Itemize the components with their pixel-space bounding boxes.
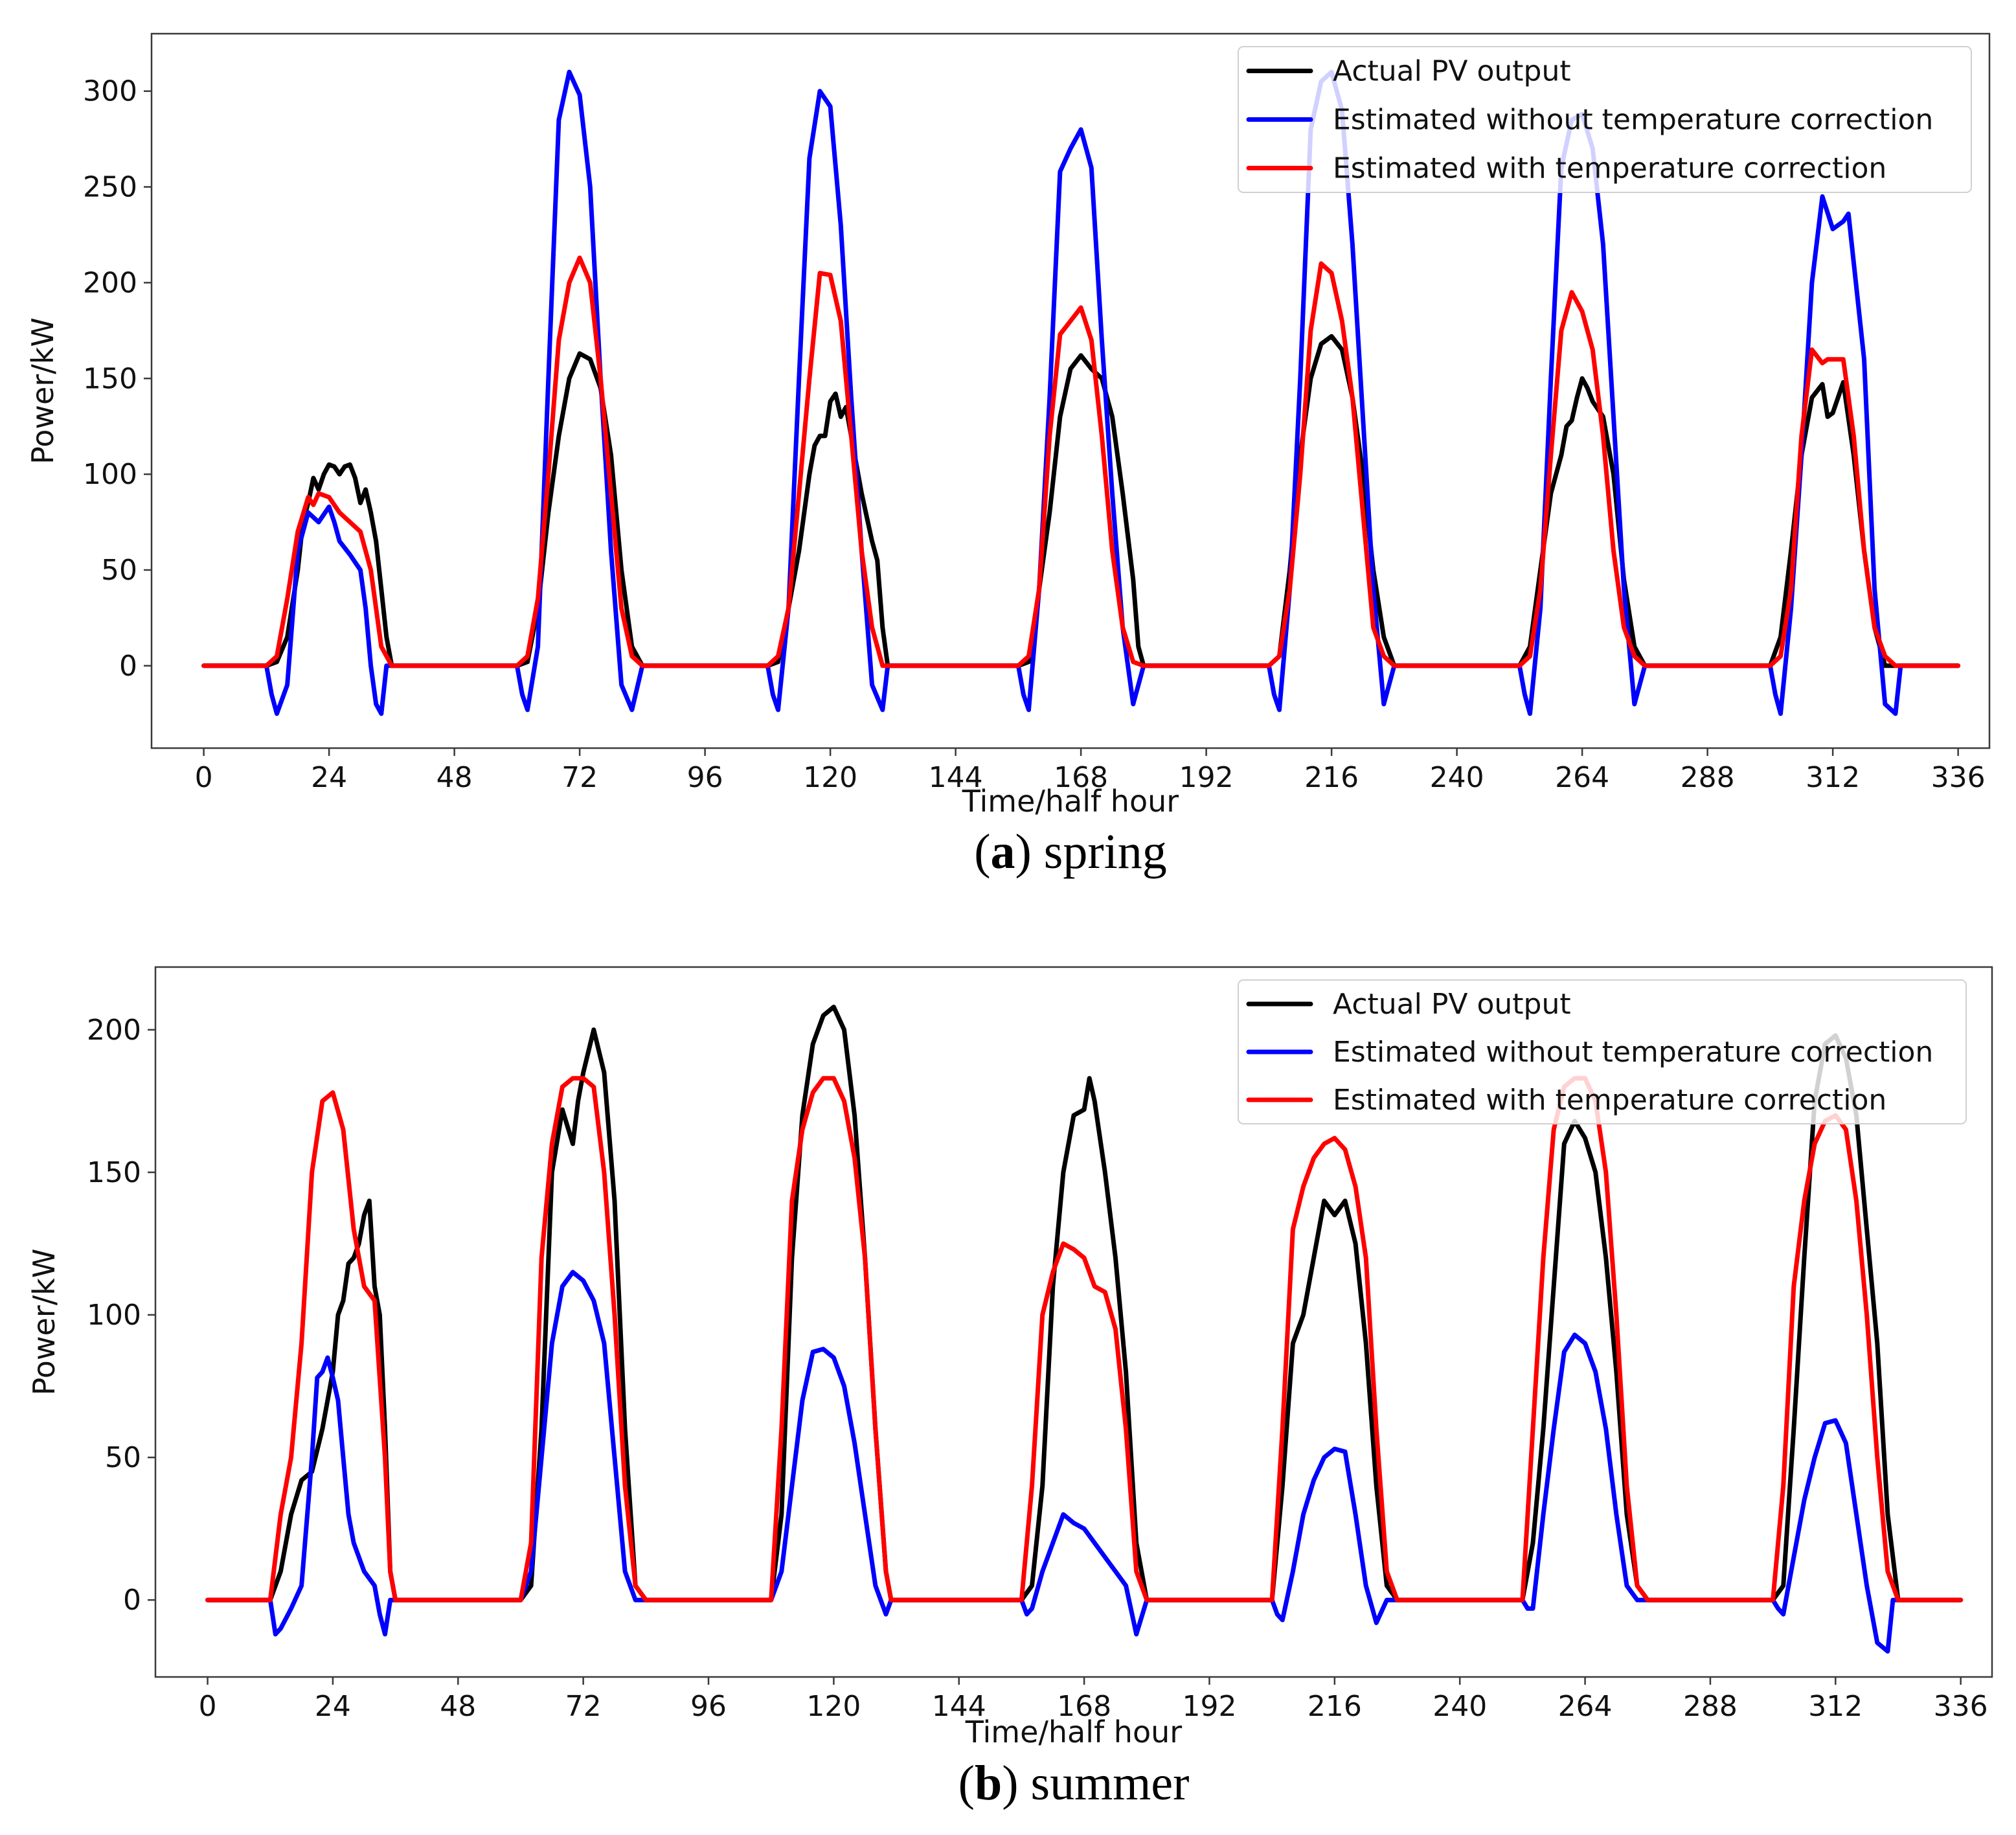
- y-tick-label: 150: [87, 1156, 141, 1189]
- series-line-with-correction: [205, 1076, 1964, 1602]
- legend-label: Actual PV output: [1333, 55, 1571, 88]
- y-tick-label: 0: [123, 1584, 141, 1617]
- x-tick-label: 240: [1433, 1690, 1487, 1723]
- y-tick-label: 250: [83, 171, 137, 204]
- legend-label: Estimated with temperature correction: [1333, 152, 1886, 185]
- x-axis-label: Time/half hour: [962, 784, 1179, 819]
- x-tick-label: 240: [1430, 761, 1484, 794]
- x-tick-label: 72: [561, 761, 598, 794]
- x-tick-label: 264: [1558, 1690, 1613, 1723]
- legend-box: [1238, 46, 1972, 193]
- caption-text: ) summer: [1002, 1756, 1189, 1810]
- legend-label: Actual PV output: [1333, 988, 1571, 1021]
- chart-panel-a: 0 24 48 72 96 120 144 168 192 216 240 264 288 312 336 0…: [25, 32, 1991, 879]
- legend: Actual PV output Estimated without temper…: [1238, 979, 1967, 1124]
- x-tick-label: 168: [1057, 1690, 1111, 1723]
- x-tick-label: 192: [1179, 761, 1234, 794]
- legend-label: Estimated without temperature correction: [1333, 104, 1933, 137]
- series-line-without-correction: [201, 69, 1961, 716]
- y-tick-label: 0: [119, 650, 137, 683]
- x-tick-label: 192: [1182, 1690, 1236, 1723]
- x-tick-label: 216: [1304, 761, 1359, 794]
- y-tick-label: 200: [87, 1014, 141, 1047]
- x-tick-label: 312: [1808, 1690, 1863, 1723]
- x-tick-label: 168: [1054, 761, 1108, 794]
- x-tick-label: 24: [315, 1690, 351, 1723]
- legend: Actual PV output Estimated without temper…: [1238, 46, 1972, 193]
- caption-paren-open: (: [958, 1756, 975, 1810]
- x-tick-label: 216: [1308, 1690, 1362, 1723]
- legend-label: Estimated with temperature correction: [1333, 1084, 1886, 1117]
- axes-frame: [150, 32, 1991, 749]
- y-tick-label: 50: [101, 554, 137, 587]
- x-tick-label: 288: [1683, 1690, 1738, 1723]
- x-tick-label: 264: [1555, 761, 1609, 794]
- caption-text: ) spring: [1015, 825, 1167, 879]
- y-tick-label: 200: [83, 266, 137, 299]
- x-tick-label: 120: [806, 1690, 861, 1723]
- caption-panel-label: b: [975, 1756, 1002, 1810]
- series-line-actual: [205, 1005, 1964, 1602]
- x-tick-label: 96: [690, 1690, 727, 1723]
- series-line-with-correction: [201, 255, 1961, 668]
- series-line-without-correction: [205, 1270, 1964, 1654]
- legend-box: [1238, 979, 1967, 1124]
- y-tick-label: 100: [87, 1299, 141, 1332]
- panel-caption: (b) summer: [958, 1756, 1190, 1810]
- x-tick-label: 144: [929, 761, 983, 794]
- y-tick-label: 300: [83, 75, 137, 108]
- x-tick-label: 0: [199, 1690, 217, 1723]
- x-tick-label: 120: [803, 761, 857, 794]
- x-tick-label: 96: [687, 761, 723, 794]
- x-tick-label: 312: [1806, 761, 1860, 794]
- axes-frame: [154, 966, 1993, 1678]
- x-axis-label: Time/half hour: [965, 1715, 1182, 1750]
- x-tick-label: 48: [440, 1690, 476, 1723]
- series-line-actual: [201, 334, 1961, 668]
- caption-paren-open: (: [974, 825, 990, 879]
- y-axis-label: Power/kW: [27, 1249, 62, 1396]
- x-tick-label: 288: [1681, 761, 1735, 794]
- x-tick-label: 48: [436, 761, 473, 794]
- x-tick-label: 144: [932, 1690, 986, 1723]
- caption-panel-label: a: [991, 825, 1015, 879]
- x-tick-label: 72: [565, 1690, 602, 1723]
- panel-caption: (a) spring: [974, 825, 1167, 879]
- chart-panel-b: 0 24 48 72 96 120 144 168 192 216 240 264 288 312 336 0…: [27, 966, 1993, 1810]
- x-tick-label: 24: [311, 761, 347, 794]
- x-tick-label: 336: [1931, 761, 1986, 794]
- y-tick-label: 150: [83, 362, 137, 395]
- y-tick-label: 50: [105, 1441, 141, 1474]
- x-tick-label: 0: [195, 761, 213, 794]
- y-axis-label: Power/kW: [25, 317, 60, 464]
- legend-label: Estimated without temperature correction: [1333, 1036, 1933, 1069]
- x-tick-label: 336: [1934, 1690, 1988, 1723]
- y-tick-label: 100: [83, 458, 137, 491]
